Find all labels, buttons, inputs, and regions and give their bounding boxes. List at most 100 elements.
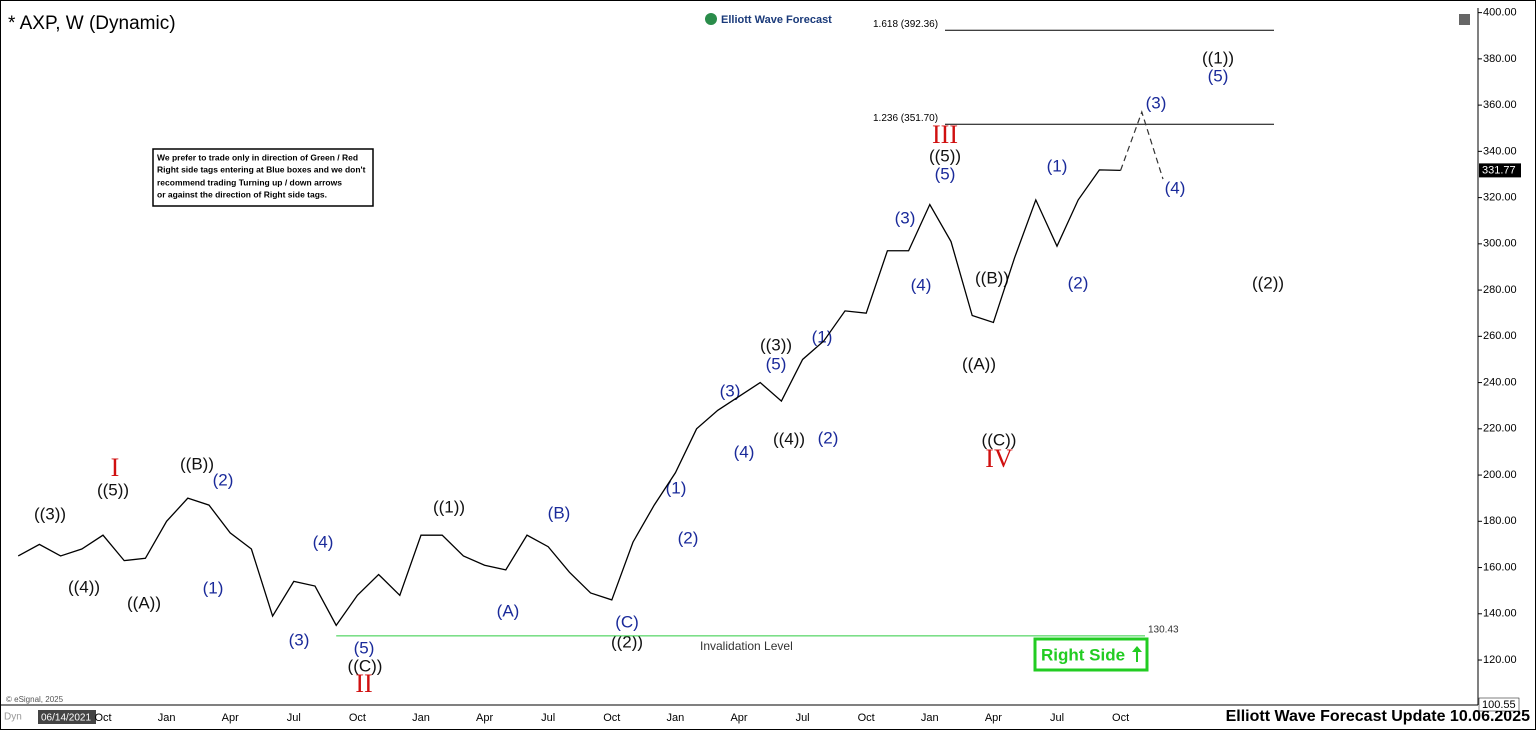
wave-label: ((4)): [773, 429, 805, 448]
wave-label: I: [111, 453, 120, 482]
y-tick-label: 220.00: [1483, 423, 1517, 435]
last-label: 331.77: [1482, 164, 1516, 176]
wave-label: ((3)): [34, 504, 66, 523]
icon: [1459, 14, 1470, 25]
wave-label: (4): [1165, 178, 1186, 197]
note: recommend trading Turning up / down arro…: [157, 177, 342, 187]
y-tick-label: 400.00: [1483, 7, 1517, 19]
x-tick-label: Apr: [476, 712, 493, 724]
y-tick-label: 300.00: [1483, 238, 1517, 250]
wave-label: (C): [615, 612, 639, 631]
brand: Elliott Wave Forecast: [721, 14, 832, 26]
y-tick-label: 380.00: [1483, 53, 1517, 65]
wave-label: (5): [1208, 66, 1229, 85]
min-label: 100.55: [1482, 699, 1516, 711]
badge: Right Side: [1041, 645, 1125, 664]
wave-label: ((2)): [611, 632, 643, 651]
level-label: 1.618 (392.36): [873, 19, 938, 30]
min-box: [1478, 697, 1520, 712]
wave-label: (3): [895, 208, 916, 227]
wave-label: III: [932, 120, 958, 149]
y-tick-label: 140.00: [1483, 608, 1517, 620]
y-tick-label: 360.00: [1483, 99, 1517, 111]
wave-label: ((A)): [962, 354, 996, 373]
price-line: [17, 169, 1121, 627]
x-tick-label: Jul: [541, 712, 555, 724]
wave-label: ((B)): [180, 454, 214, 473]
wave-label: ((C)): [982, 430, 1017, 449]
wave-label: (B): [548, 503, 571, 522]
badge-box: [1033, 637, 1149, 672]
x-tick-label: Jan: [412, 712, 430, 724]
wave-label: (1): [1047, 156, 1068, 175]
wave-label: (2): [818, 428, 839, 447]
y-tick-label: 180.00: [1483, 515, 1517, 527]
wave-label: ((5)): [929, 146, 961, 165]
x-tick-label: Oct: [94, 712, 111, 724]
x-tick-label: Apr: [985, 712, 1002, 724]
footer: Elliott Wave Forecast Update 10.06.2025: [1226, 708, 1531, 725]
level-caption: Invalidation Level: [700, 639, 793, 653]
badge-arrow: [1132, 646, 1142, 662]
mode: Dyn: [4, 712, 22, 723]
wave-label: (4): [313, 532, 334, 551]
x-tick-label: Jul: [1050, 712, 1064, 724]
x-tick-label: Oct: [603, 712, 620, 724]
wave-label: ((C)): [348, 656, 383, 675]
wave-label: (2): [678, 528, 699, 547]
note: We prefer to trade only in direction of …: [157, 152, 358, 162]
wave-label: IV: [985, 444, 1013, 473]
wave-label: (1): [203, 578, 224, 597]
start-date: 06/14/2021: [41, 713, 91, 724]
copyright: © eSignal, 2025: [6, 695, 64, 704]
wave-label: ((4)): [68, 577, 100, 596]
y-tick-label: 160.00: [1483, 561, 1517, 573]
wave-label: (1): [666, 478, 687, 497]
y-tick-label: 280.00: [1483, 284, 1517, 296]
date-box: [38, 710, 96, 724]
note: or against the direction of Right side t…: [157, 189, 327, 199]
x-tick-label: Jan: [921, 712, 939, 724]
y-tick-label: 320.00: [1483, 192, 1517, 204]
level-label: 1.236 (351.70): [873, 113, 938, 124]
chart-title: * AXP, W (Dynamic): [8, 13, 176, 34]
wave-label: (3): [289, 630, 310, 649]
y-tick-label: 260.00: [1483, 330, 1517, 342]
wave-label: (3): [1146, 93, 1167, 112]
x-tick-label: Jul: [796, 712, 810, 724]
y-tick-label: 200.00: [1483, 469, 1517, 481]
wave-labels: ((3)) ((4)) I ((5)) ((A)) ((B)) (2) (1) …: [34, 48, 1284, 697]
note-box: [152, 148, 374, 207]
wave-label: ((A)): [127, 593, 161, 612]
wave-label: ((B)): [975, 268, 1009, 287]
x-tick-label: Oct: [1112, 712, 1129, 724]
wave-label: (4): [734, 442, 755, 461]
y-tick-label: 240.00: [1483, 376, 1517, 388]
x-tick-label: Oct: [858, 712, 875, 724]
wave-label: (5): [935, 164, 956, 183]
wave-label: (4): [911, 275, 932, 294]
y-tick-label: 120.00: [1483, 654, 1517, 666]
note: Right side tags entering at Blue boxes a…: [157, 164, 366, 174]
x-tick-label: Jan: [158, 712, 176, 724]
y-tick-label: 340.00: [1483, 145, 1517, 157]
x-tick-label: Jan: [667, 712, 685, 724]
x-tick-label: Oct: [349, 712, 366, 724]
wave-label: ((1)): [1202, 48, 1234, 67]
logo-icon: [705, 13, 717, 25]
last-box: [1479, 163, 1521, 178]
wave-label: (2): [213, 470, 234, 489]
wave-label: (3): [720, 381, 741, 400]
wave-label: II: [355, 669, 372, 698]
wave-label: (5): [766, 354, 787, 373]
x-tick-label: Apr: [222, 712, 239, 724]
wave-label: ((3)): [760, 335, 792, 354]
x-tick-label: Apr: [730, 712, 747, 724]
wave-label: ((2)): [1252, 273, 1284, 292]
wave-label: (1): [812, 327, 833, 346]
wave-label: (2): [1068, 273, 1089, 292]
level-label: 130.43: [1148, 625, 1179, 636]
wave-label: (5): [354, 638, 375, 657]
